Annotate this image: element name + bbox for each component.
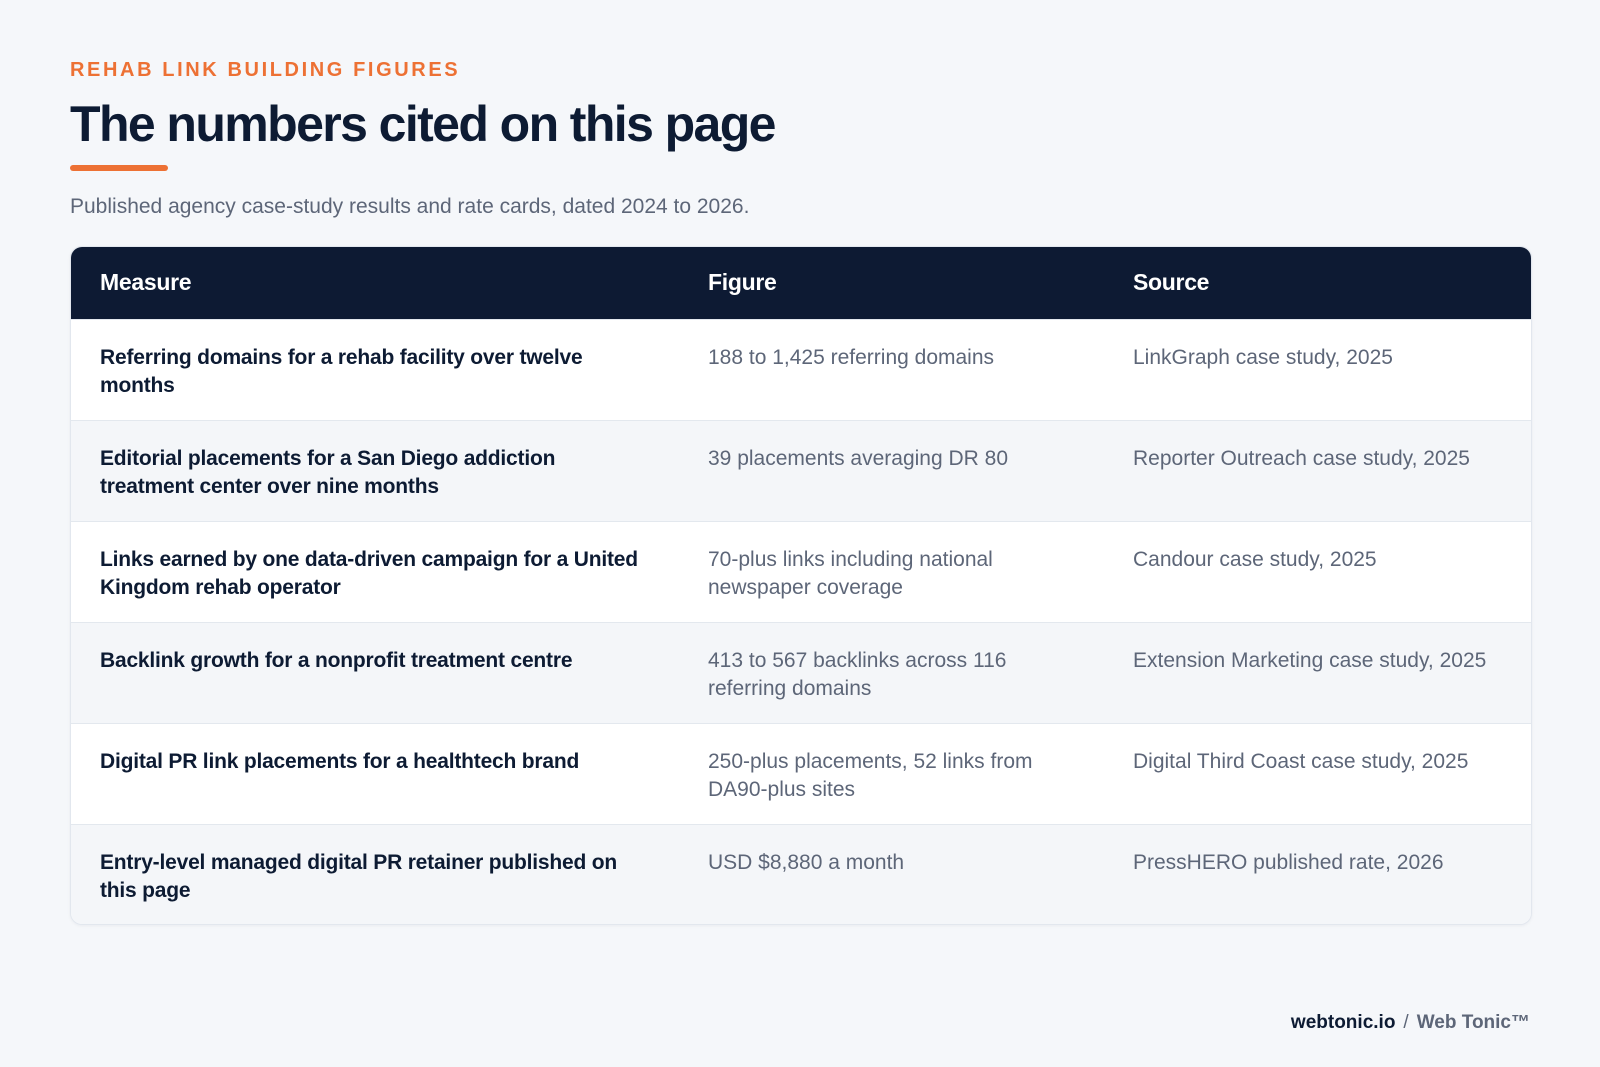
content: REHAB LINK BUILDING FIGURES The numbers … (70, 58, 1532, 925)
table-row: Referring domains for a rehab facility o… (71, 319, 1531, 420)
column-header-figure: Figure (708, 269, 777, 296)
source-cell: Extension Marketing case study, 2025 (1133, 648, 1487, 672)
figures-table-card: Measure Figure Source Referring domains … (70, 246, 1532, 925)
table-row: Backlink growth for a nonprofit treatmen… (71, 622, 1531, 723)
footer-brand: Web Tonic™ (1416, 1012, 1530, 1033)
source-cell: Digital Third Coast case study, 2025 (1133, 749, 1469, 773)
figure-cell: 39 placements averaging DR 80 (708, 446, 1009, 470)
footer-separator: / (1403, 1012, 1409, 1033)
table-row: Digital PR link placements for a healtht… (71, 723, 1531, 824)
figure-cell: 70-plus links including national newspap… (708, 547, 993, 599)
measure-cell: Referring domains for a rehab facility o… (100, 345, 583, 397)
source-cell: PressHERO published rate, 2026 (1133, 850, 1444, 874)
title-accent-bar (70, 165, 168, 171)
measure-cell: Entry-level managed digital PR retainer … (100, 850, 618, 902)
table-row: Links earned by one data-driven campaign… (71, 521, 1531, 622)
figure-cell: 250-plus placements, 52 links from DA90-… (708, 749, 1033, 801)
figure-cell: USD $8,880 a month (708, 850, 905, 874)
measure-cell: Backlink growth for a nonprofit treatmen… (100, 648, 573, 672)
column-header-source: Source (1133, 269, 1210, 296)
table-row: Entry-level managed digital PR retainer … (71, 824, 1531, 924)
page-title: The numbers cited on this page (70, 96, 776, 152)
figures-table: Measure Figure Source Referring domains … (71, 247, 1531, 924)
footer-credit: webtonic.io / Web Tonic™ (1291, 1011, 1530, 1035)
source-cell: Reporter Outreach case study, 2025 (1133, 446, 1470, 470)
column-header-measure: Measure (100, 269, 192, 296)
source-cell: LinkGraph case study, 2025 (1133, 345, 1393, 369)
table-header-row: Measure Figure Source (71, 247, 1531, 319)
source-cell: Candour case study, 2025 (1133, 547, 1377, 571)
page-subtitle: Published agency case-study results and … (70, 195, 750, 218)
measure-cell: Editorial placements for a San Diego add… (100, 446, 556, 498)
figure-cell: 413 to 567 backlinks across 116 referrin… (708, 648, 1007, 700)
footer-domain: webtonic.io (1290, 1012, 1396, 1033)
figure-cell: 188 to 1,425 referring domains (708, 345, 995, 369)
table-row: Editorial placements for a San Diego add… (71, 420, 1531, 521)
measure-cell: Digital PR link placements for a healtht… (100, 749, 580, 773)
eyebrow-label: REHAB LINK BUILDING FIGURES (70, 59, 461, 81)
measure-cell: Links earned by one data-driven campaign… (100, 547, 638, 599)
